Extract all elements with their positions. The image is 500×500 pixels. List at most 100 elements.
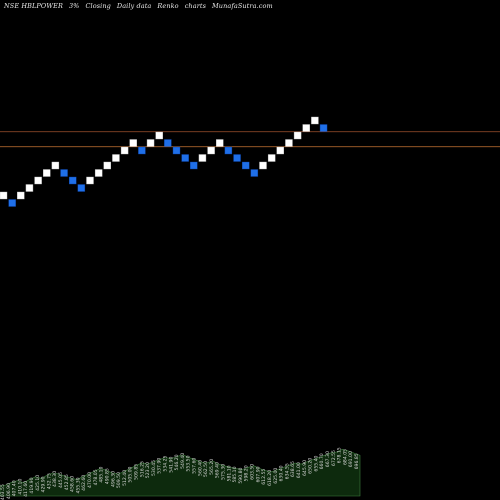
down-brick <box>190 161 198 170</box>
up-brick <box>112 154 120 162</box>
volume-area <box>0 448 361 497</box>
up-brick <box>17 191 25 200</box>
volume-tick-label: 569.40 <box>215 462 221 478</box>
renko-bricks <box>0 116 328 207</box>
volume-tick-label: 490.85 <box>105 468 111 484</box>
chart-header: NSE HBLPOWER 3% Closing Daily data Renko char… <box>4 2 279 10</box>
volume-tick-label: 655.40 <box>313 455 319 471</box>
volume-tick-label: 496.30 <box>110 471 116 487</box>
volume-tick-label: 598.20 <box>244 465 250 481</box>
volume-tick-label: 641.00 <box>296 462 302 478</box>
down-brick <box>172 146 181 155</box>
up-brick <box>198 154 207 162</box>
up-brick <box>129 139 137 147</box>
volume-tick-label: 630.40 <box>279 465 285 481</box>
volume-tick-label: 645.90 <box>302 460 308 476</box>
up-brick <box>120 146 129 155</box>
box-size-label: 3% <box>68 2 80 10</box>
up-brick <box>43 169 51 177</box>
volume-tick-label: 509.85 <box>133 464 139 480</box>
up-brick <box>0 191 8 200</box>
volume-tick-label: 696.85 <box>354 453 360 469</box>
volume-tick-label: 537.90 <box>157 458 163 474</box>
closing-label: Closing <box>85 2 111 10</box>
volume-tick-label: 612.55 <box>261 469 267 485</box>
up-brick <box>267 154 276 162</box>
volume-tick-label: 438.30 <box>52 471 58 487</box>
up-brick <box>311 116 319 125</box>
volume-tick-label: 509.50 <box>116 472 122 488</box>
volume-tick-label: 618.20 <box>267 470 273 486</box>
up-brick <box>259 161 267 170</box>
charts-label: charts <box>184 2 207 10</box>
volume-tick-labels: 403.55 406.90 407.40 410.10 417.60 419.90 425.… <box>0 447 360 500</box>
volume-tick-label: 650.20 <box>308 458 314 474</box>
volume-tick-label: 419.90 <box>29 477 35 493</box>
up-brick <box>86 176 94 185</box>
down-brick <box>60 169 68 177</box>
volume-tick-label: 417.60 <box>23 481 29 497</box>
volume-tick-label: 534.25 <box>163 455 169 471</box>
symbol-label: NSE HBLPOWER <box>4 2 63 10</box>
chart-kind-label: Renko <box>157 2 179 10</box>
volume-tick-label: 546.20 <box>174 454 180 470</box>
up-brick <box>155 131 163 140</box>
down-brick <box>250 169 259 177</box>
volume-tick-label: 429.90 <box>41 476 47 492</box>
volume-tick-label: 406.90 <box>6 483 12 499</box>
down-brick <box>77 184 86 192</box>
down-brick <box>241 161 250 170</box>
volume-tick-label: 452.85 <box>64 474 70 490</box>
volume-tick-label: 672.55 <box>331 450 337 466</box>
up-brick <box>276 146 284 155</box>
volume-tick-label: 553.50 <box>186 455 192 471</box>
volume-tick-label: 557.60 <box>192 458 198 474</box>
volume-tick-label: 516.25 <box>139 461 145 477</box>
volume-tick-label: 478.05 <box>93 469 99 485</box>
volume-tick-label: 458.60 <box>70 476 76 492</box>
volume-tick-label: 425.10 <box>35 475 41 491</box>
volume-tick-label: 403.55 <box>0 484 6 500</box>
volume-tick-label: 581.10 <box>226 465 232 481</box>
up-brick <box>25 184 34 192</box>
volume-tick-label: 410.10 <box>17 479 23 495</box>
reference-lines <box>0 131 500 148</box>
volume-tick-label: 625.00 <box>273 468 279 484</box>
up-brick <box>216 139 224 147</box>
volume-tick-label: 634.55 <box>284 463 290 479</box>
volume-tick-label: 512.40 <box>122 470 128 486</box>
volume-tick-label: 562.50 <box>203 461 209 477</box>
up-brick <box>285 139 293 147</box>
volume-tick-label: 691.00 <box>348 451 354 467</box>
down-brick <box>8 199 16 207</box>
down-brick <box>181 154 189 162</box>
volume-tick-label: 523.20 <box>145 462 151 478</box>
down-brick <box>319 124 328 132</box>
up-brick <box>51 161 60 170</box>
up-brick <box>94 169 103 177</box>
volume-tick-label: 445.05 <box>58 472 64 488</box>
volume-panel <box>0 448 361 497</box>
volume-tick-label: 530.45 <box>151 460 157 476</box>
volume-tick-label: 455.30 <box>75 477 81 493</box>
volume-tick-label: 470.00 <box>87 472 93 488</box>
down-brick <box>224 146 233 155</box>
volume-tick-label: 603.50 <box>249 464 255 480</box>
site-label: MunafaSutra.com <box>212 2 273 10</box>
volume-tick-label: 660.70 <box>319 453 325 469</box>
volume-tick-label: 667.30 <box>325 451 331 467</box>
up-brick <box>207 146 215 155</box>
volume-tick-label: 407.40 <box>12 480 18 496</box>
down-brick <box>164 139 172 147</box>
volume-tick-label: 485.10 <box>99 466 105 482</box>
up-brick <box>34 176 42 185</box>
volume-tick-label: 607.90 <box>255 466 261 482</box>
up-brick <box>302 124 310 132</box>
volume-tick-label: 432.75 <box>46 473 52 489</box>
up-brick <box>146 139 155 147</box>
volume-tick-label: 575.30 <box>220 464 226 480</box>
volume-tick-label: 560.40 <box>197 460 203 476</box>
down-brick <box>68 176 77 185</box>
up-brick <box>293 131 302 140</box>
